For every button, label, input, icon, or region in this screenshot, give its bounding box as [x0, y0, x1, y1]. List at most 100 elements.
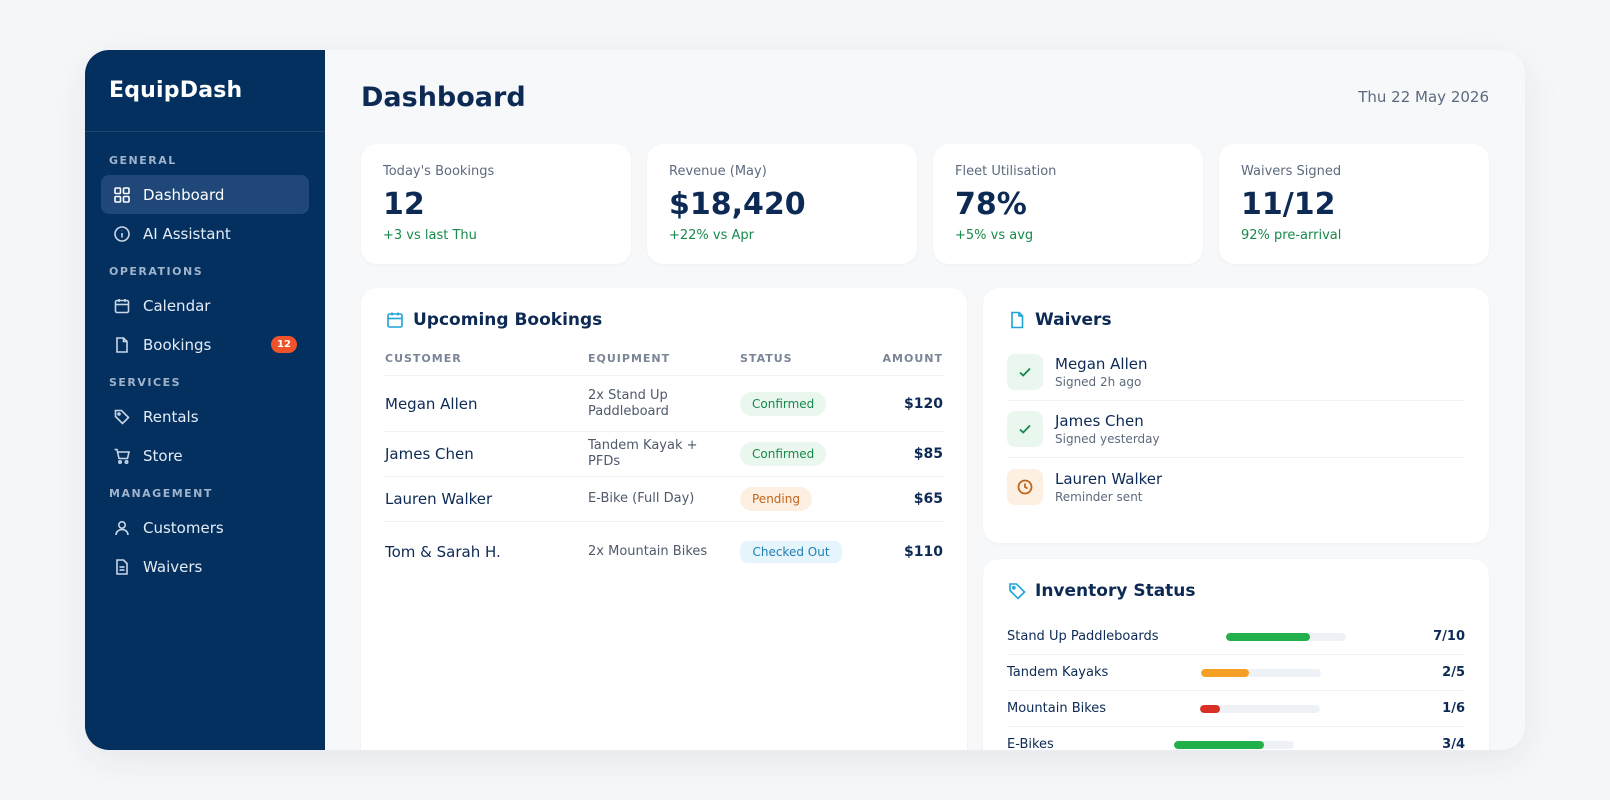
customer-cell: Lauren Walker — [385, 476, 588, 522]
inventory-name: Mountain Bikes — [1007, 701, 1107, 716]
grid-icon — [113, 186, 131, 204]
inventory-bar — [1226, 632, 1346, 641]
stat-value: $18,420 — [669, 187, 806, 222]
stat-card-bookings[interactable]: Today's Bookings 12 +3 vs last Thu — [361, 144, 631, 264]
customer-cell: James Chen — [385, 431, 588, 477]
table-row[interactable]: Lauren Walker E-Bike (Full Day) Pending … — [385, 476, 943, 522]
equipment-cell: 2x Stand Up Paddleboard — [588, 375, 740, 432]
stat-delta: +3 vs last Thu — [383, 228, 477, 243]
inventory-bar-fill — [1200, 704, 1221, 713]
amount-cell: $65 — [858, 476, 943, 522]
list-item[interactable]: Megan Allen Signed 2h ago — [1007, 344, 1465, 401]
card-title-label: Inventory Status — [1035, 581, 1196, 601]
column-header-status[interactable]: STATUS — [740, 352, 858, 376]
stat-label: Waivers Signed — [1241, 164, 1342, 179]
status-badge: Confirmed — [740, 442, 827, 466]
bookings-table: CUSTOMER EQUIPMENT STATUS AMOUNT Megan A… — [385, 352, 943, 582]
list-item[interactable]: Tandem Kayaks 2/5 — [1007, 655, 1465, 691]
card-title: Waivers — [1007, 310, 1465, 330]
sidebar-item-label: AI Assistant — [143, 224, 231, 243]
inventory-bar-fill — [1226, 632, 1310, 641]
tag-icon — [113, 408, 131, 426]
waiver-status: Signed yesterday — [1055, 432, 1160, 446]
equipment-cell: 2x Mountain Bikes — [588, 543, 708, 559]
sidebar-item-label: Bookings — [143, 335, 212, 354]
table-row[interactable]: James Chen Tandem Kayak + PFDs Confirmed… — [385, 431, 943, 477]
stat-value: 12 — [383, 187, 425, 222]
lower-panels: Upcoming Bookings CUSTOMER EQUIPMENT STA… — [361, 288, 1489, 750]
list-item[interactable]: Stand Up Paddleboards 7/10 — [1007, 619, 1465, 655]
inventory-name: Tandem Kayaks — [1007, 665, 1109, 680]
info-icon — [113, 225, 131, 243]
card-title-label: Waivers — [1035, 310, 1112, 330]
status-badge: Pending — [740, 487, 812, 511]
table-row[interactable]: Tom & Sarah H. 2x Mountain Bikes Checked… — [385, 522, 943, 582]
stat-value: 78% — [955, 187, 1027, 222]
column-header-customer[interactable]: CUSTOMER — [385, 352, 588, 376]
sidebar-item-ai-assistant[interactable]: AI Assistant — [101, 214, 309, 253]
amount-cell: $120 — [858, 375, 943, 432]
card-title-label: Upcoming Bookings — [413, 310, 603, 330]
equipment-cell: Tandem Kayak + PFDs — [588, 431, 740, 477]
waiver-name: James Chen — [1055, 412, 1144, 430]
sidebar-item-rentals[interactable]: Rentals — [101, 397, 309, 436]
waiver-name: Lauren Walker — [1055, 469, 1163, 488]
column-header-amount[interactable]: AMOUNT — [858, 352, 943, 376]
waiver-status: Reminder sent — [1055, 489, 1143, 504]
inventory-bar-fill — [1201, 668, 1249, 677]
list-item[interactable]: Lauren Walker Reminder sent — [1007, 458, 1465, 515]
document-icon — [1007, 310, 1027, 330]
nav-section-management: MANAGEMENT — [109, 487, 213, 500]
inventory-list: Stand Up Paddleboards 7/10 Tandem Kayaks… — [1007, 619, 1465, 750]
file-icon — [113, 336, 131, 354]
stat-card-waivers[interactable]: Waivers Signed 11/12 92% pre-arrival — [1219, 144, 1489, 264]
waiver-status: Signed 2h ago — [1055, 375, 1142, 389]
inventory-bar-fill — [1174, 740, 1264, 749]
check-icon — [1007, 411, 1043, 447]
inventory-count: 7/10 — [1433, 629, 1465, 644]
sidebar-item-customers[interactable]: Customers — [101, 508, 309, 547]
nav-section-operations: OPERATIONS — [109, 265, 204, 278]
page-title: Dashboard — [361, 81, 526, 113]
inventory-name: Stand Up Paddleboards — [1007, 629, 1159, 644]
stat-card-revenue[interactable]: Revenue (May) $18,420 +22% vs Apr — [647, 144, 917, 264]
document-icon — [113, 558, 131, 576]
waiver-name: Megan Allen — [1055, 355, 1148, 373]
stat-card-utilisation[interactable]: Fleet Utilisation 78% +5% vs avg — [933, 144, 1203, 264]
stat-label: Fleet Utilisation — [955, 164, 1057, 179]
stat-delta: +22% vs Apr — [669, 228, 755, 243]
sidebar-item-bookings[interactable]: Bookings 12 — [101, 325, 309, 364]
calendar-icon — [385, 310, 405, 330]
table-row[interactable]: Megan Allen 2x Stand Up Paddleboard Conf… — [385, 375, 943, 432]
sidebar-item-calendar[interactable]: Calendar — [101, 286, 309, 325]
sidebar-item-label: Rentals — [143, 407, 199, 426]
stat-value: 11/12 — [1241, 187, 1336, 222]
list-item[interactable]: E-Bikes 3/4 — [1007, 727, 1465, 750]
status-badge: Confirmed — [740, 391, 827, 416]
tag-icon — [1007, 581, 1027, 601]
sidebar-item-dashboard[interactable]: Dashboard — [101, 175, 309, 214]
sidebar-item-label: Dashboard — [143, 185, 225, 204]
stats-row: Today's Bookings 12 +3 vs last Thu Reven… — [361, 144, 1489, 264]
app-window: EquipDash GENERAL Dashboard AI Assistant… — [85, 50, 1525, 750]
amount-cell: $85 — [858, 431, 943, 477]
page-header: Dashboard Thu 22 May 2026 — [361, 50, 1489, 140]
cart-icon — [113, 447, 131, 465]
nav-section-services: SERVICES — [109, 376, 182, 389]
card-title: Inventory Status — [1007, 581, 1465, 601]
inventory-status-card: Inventory Status Stand Up Paddleboards 7… — [983, 559, 1489, 750]
list-item[interactable]: Mountain Bikes 1/6 — [1007, 691, 1465, 727]
column-header-equipment[interactable]: EQUIPMENT — [588, 352, 740, 376]
waivers-card: Waivers Megan Allen Signed 2h ago — [983, 288, 1489, 543]
inventory-bar — [1201, 668, 1321, 677]
sidebar-item-waivers[interactable]: Waivers — [101, 547, 309, 586]
customer-cell: Tom & Sarah H. — [385, 542, 501, 561]
list-item[interactable]: James Chen Signed yesterday — [1007, 401, 1465, 458]
inventory-bar — [1200, 704, 1320, 713]
status-badge: Checked Out — [740, 540, 842, 563]
brand-logo[interactable]: EquipDash — [85, 50, 325, 132]
current-date: Thu 22 May 2026 — [1358, 88, 1489, 106]
upcoming-bookings-card: Upcoming Bookings CUSTOMER EQUIPMENT STA… — [361, 288, 967, 750]
waiver-list: Megan Allen Signed 2h ago James Chen Sig… — [1007, 344, 1465, 515]
sidebar-item-store[interactable]: Store — [101, 436, 309, 475]
